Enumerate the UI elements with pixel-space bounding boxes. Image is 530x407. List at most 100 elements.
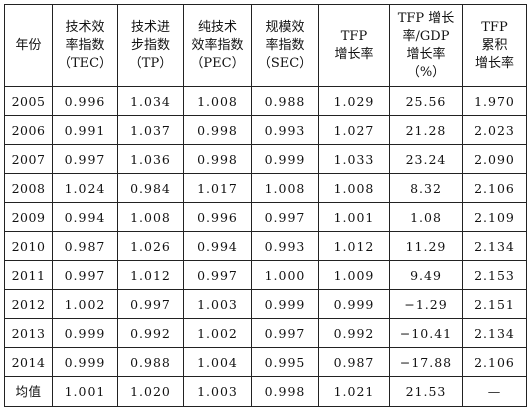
cell-year: 2014 (4, 347, 53, 377)
cell-tfp-growth: 1.008 (318, 173, 390, 203)
cell-tfp-cumulative: 2.134 (462, 318, 527, 348)
table-header: 年份 技术效 率指数 （TEC） 技术进 步指数 （TP） 纯技术 效率指数 （… (4, 4, 527, 87)
cell-tfp-growth: 1.009 (318, 260, 390, 290)
cell-pec: 0.994 (183, 231, 252, 261)
header-line: （%） (406, 64, 446, 80)
header-line: 增长率 (474, 55, 514, 71)
cell-tp: 0.997 (117, 289, 184, 319)
cell-sec: 0.993 (251, 115, 319, 145)
header-tec: 技术效 率指数 （TEC） (52, 4, 118, 87)
table-row: 2010 0.987 1.026 0.994 0.993 1.012 11.29 2.134 (4, 231, 527, 261)
table-row: 2011 0.997 1.012 0.997 1.000 1.009 9.49 2.153 (4, 260, 527, 290)
cell-sec: 0.993 (251, 231, 319, 261)
cell-tp: 0.992 (117, 318, 184, 348)
cell-sec: 0.998 (251, 376, 319, 407)
header-line: （SEC） (257, 55, 313, 71)
cell-tp: 0.984 (117, 173, 184, 203)
cell-year: 2012 (4, 289, 53, 319)
cell-year: 2010 (4, 231, 53, 261)
cell-tfp-cumulative: 2.109 (462, 202, 527, 232)
header-line: 纯技术 (197, 19, 237, 35)
cell-tfp-gdp-ratio: −17.88 (389, 347, 463, 377)
cell-tp: 1.037 (117, 115, 184, 145)
header-tfp-cumulative: TFP 累积 增长率 (462, 4, 527, 87)
cell-tfp-growth: 1.001 (318, 202, 390, 232)
header-line: 年份 (15, 37, 42, 53)
cell-tfp-growth: 1.027 (318, 115, 390, 145)
cell-tec: 0.991 (52, 115, 118, 145)
cell-sec: 0.999 (251, 289, 319, 319)
cell-sec: 0.988 (251, 86, 319, 116)
cell-tfp-growth: 0.992 (318, 318, 390, 348)
header-line: 技术进 (130, 19, 170, 35)
cell-tp: 1.036 (117, 144, 184, 174)
cell-year: 2006 (4, 115, 53, 145)
header-row: 年份 技术效 率指数 （TEC） 技术进 步指数 （TP） 纯技术 效率指数 （… (4, 4, 527, 87)
cell-pec: 1.017 (183, 173, 252, 203)
header-sec: 规模效 率指数 （SEC） (251, 4, 319, 87)
cell-pec: 1.008 (183, 86, 252, 116)
cell-year: 2011 (4, 260, 53, 290)
table-row: 2006 0.991 1.037 0.998 0.993 1.027 21.28 2.023 (4, 115, 527, 145)
cell-tfp-cumulative: 2.090 (462, 144, 527, 174)
cell-tec: 1.001 (52, 376, 118, 407)
header-line: 率指数 (65, 37, 105, 53)
cell-pec: 0.996 (183, 202, 252, 232)
cell-pec: 1.002 (183, 318, 252, 348)
cell-pec: 1.004 (183, 347, 252, 377)
cell-tec: 0.997 (52, 260, 118, 290)
cell-sec: 0.995 (251, 347, 319, 377)
cell-tfp-growth: 1.033 (318, 144, 390, 174)
cell-tp: 0.988 (117, 347, 184, 377)
cell-year: 2005 (4, 86, 53, 116)
cell-tfp-cumulative: 1.970 (462, 86, 527, 116)
cell-tp: 1.020 (117, 376, 184, 407)
cell-tp: 1.026 (117, 231, 184, 261)
cell-tfp-gdp-ratio: 9.49 (389, 260, 463, 290)
table-row: 2013 0.999 0.992 1.002 0.997 0.992 −10.41 2.134 (4, 318, 527, 348)
cell-tec: 0.996 (52, 86, 118, 116)
table-body: 2005 0.996 1.034 1.008 0.988 1.029 25.56 1.970 2… (4, 86, 527, 407)
header-line: TFP (340, 28, 368, 44)
mean-row: 均值 1.001 1.020 1.003 0.998 1.021 21.53— (4, 376, 527, 407)
cell-tfp-cumulative: 2.151 (462, 289, 527, 319)
header-line: （TP） (128, 55, 173, 71)
cell-sec: 1.008 (251, 173, 319, 203)
cell-tec: 0.994 (52, 202, 118, 232)
header-line: 步指数 (130, 37, 170, 53)
cell-pec: 1.003 (183, 289, 252, 319)
cell-tp: 1.008 (117, 202, 184, 232)
cell-tfp-cumulative: 2.106 (462, 173, 527, 203)
table-row: 2008 1.024 0.984 1.017 1.008 1.008 8.32 2.106 (4, 173, 527, 203)
header-year: 年份 (4, 4, 53, 87)
header-tfp-gdp-ratio: TFP 增长 率/GDP 增长率 （%） (389, 4, 463, 87)
cell-tfp-growth: 1.021 (318, 376, 390, 407)
cell-tec: 0.997 (52, 144, 118, 174)
cell-tec: 1.024 (52, 173, 118, 203)
cell-tfp-gdp-ratio: 21.28 (389, 115, 463, 145)
cell-tfp-gdp-ratio: −10.41 (389, 318, 463, 348)
table-row: 2005 0.996 1.034 1.008 0.988 1.029 25.56 1.970 (4, 86, 527, 116)
cell-sec: 0.999 (251, 144, 319, 174)
cell-tp: 1.012 (117, 260, 184, 290)
header-line: 累积 (481, 37, 508, 53)
cell-tfp-cumulative: — (462, 376, 527, 407)
header-pec: 纯技术 效率指数 （PEC） (183, 4, 252, 87)
cell-year: 2008 (4, 173, 53, 203)
cell-tfp-growth: 1.012 (318, 231, 390, 261)
cell-tfp-cumulative: 2.023 (462, 115, 527, 145)
table-row: 2014 0.999 0.988 1.004 0.995 0.987 −17.88 2.106 (4, 347, 527, 377)
cell-tfp-gdp-ratio: 1.08 (389, 202, 463, 232)
cell-tfp-gdp-ratio: 11.29 (389, 231, 463, 261)
cell-tfp-growth: 0.987 (318, 347, 390, 377)
cell-tfp-growth: 1.029 (318, 86, 390, 116)
cell-tec: 0.987 (52, 231, 118, 261)
header-tp: 技术进 步指数 （TP） (117, 4, 184, 87)
header-line: TFP (481, 19, 508, 35)
header-line: （PEC） (190, 55, 245, 71)
header-line: 率指数 (265, 37, 305, 53)
tfp-decomposition-table: 年份 技术效 率指数 （TEC） 技术进 步指数 （TP） 纯技术 效率指数 （… (4, 4, 527, 407)
header-tfp-growth: TFP 增长率 (318, 4, 390, 87)
header-line: 增长率 (334, 46, 374, 62)
cell-sec: 1.000 (251, 260, 319, 290)
